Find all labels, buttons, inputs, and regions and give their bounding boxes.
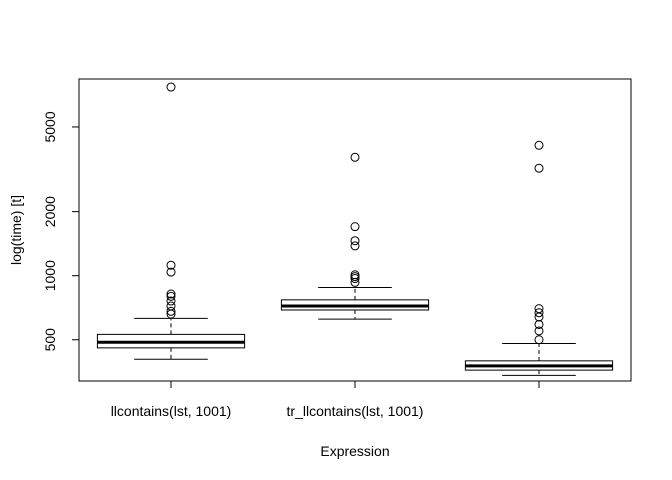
x-axis-label: Expression xyxy=(320,443,389,459)
box-series xyxy=(464,140,614,376)
box-group xyxy=(96,82,614,376)
outlier-point xyxy=(350,270,360,280)
x-axis: llcontains(lst, 1001) tr_llcontains(lst, … xyxy=(111,381,540,419)
outlier-point xyxy=(166,82,176,92)
x-tick-label: llcontains(lst, 1001) xyxy=(111,403,232,419)
outlier-point xyxy=(350,236,360,246)
outlier-point xyxy=(534,326,544,336)
y-tick-label: 5000 xyxy=(42,111,58,142)
outlier-point xyxy=(534,140,544,150)
outlier-point xyxy=(166,260,176,270)
outlier-point xyxy=(166,296,176,306)
outlier-point xyxy=(166,267,176,277)
outlier-point xyxy=(534,335,544,345)
outlier-point xyxy=(166,289,176,299)
y-axis: 500 1000 2000 5000 xyxy=(42,111,79,351)
outlier-point xyxy=(350,222,360,232)
outlier-point xyxy=(166,291,176,301)
y-tick-label: 2000 xyxy=(42,196,58,227)
y-axis-label: log(time) [t] xyxy=(8,195,24,265)
outlier-point xyxy=(350,152,360,162)
outlier-point xyxy=(166,301,176,311)
outlier-point xyxy=(534,163,544,173)
box-series xyxy=(280,152,430,320)
y-tick-label: 500 xyxy=(42,328,58,352)
outlier-point xyxy=(534,308,544,318)
y-tick-label: 1000 xyxy=(42,260,58,291)
outlier-point xyxy=(350,241,360,251)
x-tick-label: tr_llcontains(lst, 1001) xyxy=(287,403,424,419)
outlier-point xyxy=(534,304,544,314)
outlier-point xyxy=(166,306,176,316)
plot-frame xyxy=(78,78,632,382)
box-series xyxy=(96,82,246,360)
outlier-point xyxy=(350,272,360,282)
